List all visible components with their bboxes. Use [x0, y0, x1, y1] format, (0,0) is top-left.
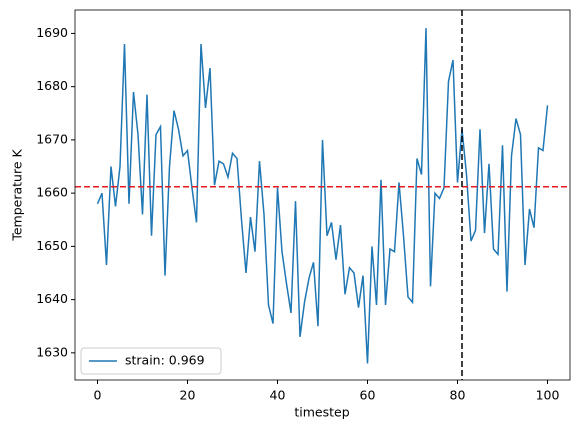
- x-axis-label: timestep: [294, 405, 349, 420]
- x-tick-label: 80: [450, 388, 466, 403]
- y-tick-label: 1680: [36, 78, 68, 93]
- y-tick-label: 1630: [36, 344, 68, 359]
- legend-label: strain: 0.969: [125, 353, 205, 368]
- x-tick-label: 20: [180, 388, 196, 403]
- y-tick-label: 1670: [36, 131, 68, 146]
- plot-frame: [74, 9, 571, 381]
- y-tick-label: 1660: [36, 185, 68, 200]
- x-tick-label: 0: [94, 388, 102, 403]
- y-tick-label: 1650: [36, 238, 68, 253]
- y-tick-label: 1690: [36, 25, 68, 40]
- y-axis-label: Temperature K: [10, 149, 25, 242]
- legend-box: [80, 347, 222, 375]
- x-tick-label: 60: [360, 388, 376, 403]
- y-tick-label: 1640: [36, 291, 68, 306]
- series-line: [96, 28, 549, 364]
- x-tick-label: 40: [270, 388, 286, 403]
- x-tick-label: 100: [536, 388, 560, 403]
